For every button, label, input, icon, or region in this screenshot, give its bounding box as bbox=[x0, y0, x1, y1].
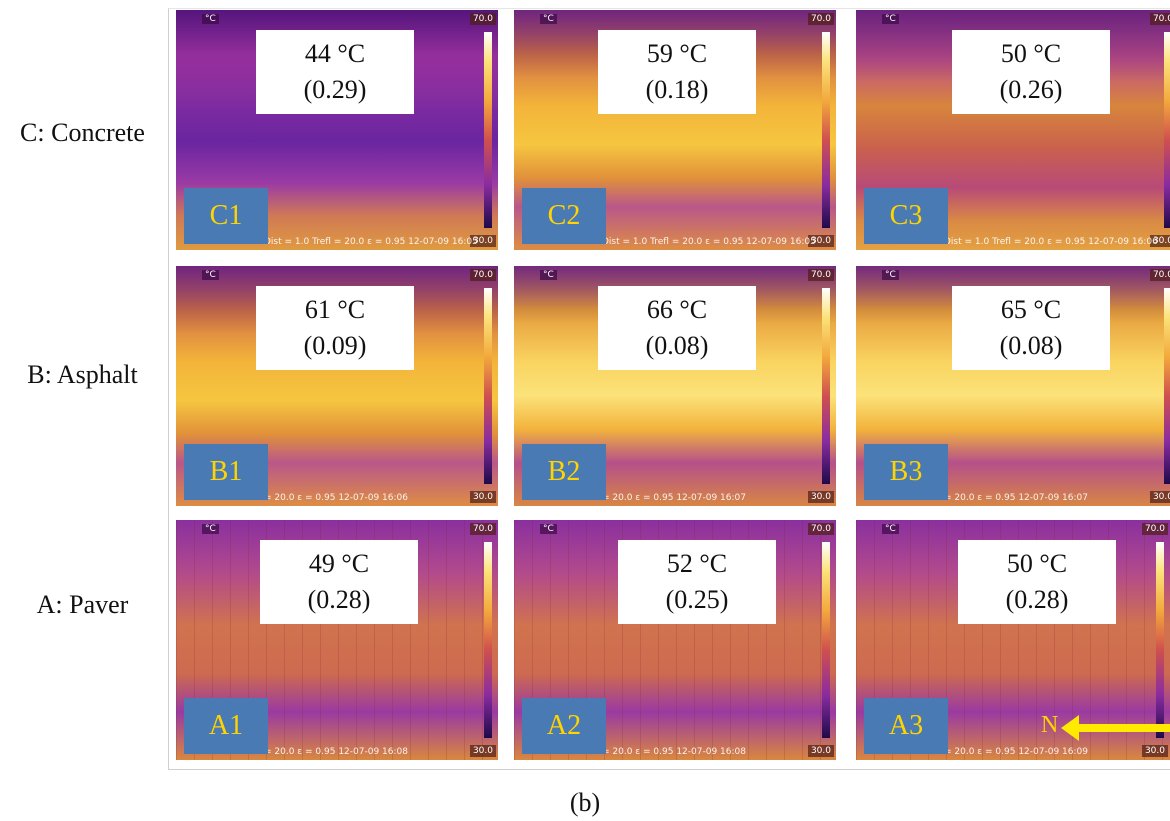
ratio-value: (0.08) bbox=[999, 331, 1063, 360]
scale-max: 70.0 bbox=[469, 523, 496, 535]
row-label-paver: A: Paver bbox=[36, 590, 129, 619]
temperature-label: 59 °C (0.18) bbox=[598, 30, 756, 114]
arrow-head bbox=[1061, 715, 1079, 741]
surface-temperature: 44 °C bbox=[304, 39, 366, 68]
unit-tag: °C bbox=[202, 524, 219, 534]
temperature-label: 49 °C (0.28) bbox=[260, 540, 418, 624]
surface-temperature: 61 °C bbox=[304, 295, 366, 324]
row-label-asphalt: B: Asphalt bbox=[27, 360, 138, 389]
scale-max: 70.0 bbox=[469, 269, 496, 281]
temperature-colorbar bbox=[822, 542, 830, 738]
unit-tag: °C bbox=[202, 14, 219, 24]
figure-caption: (b) bbox=[569, 788, 601, 817]
surface-temperature: 52 °C bbox=[666, 549, 728, 578]
scale-min: 30.0 bbox=[469, 235, 496, 247]
row-label-concrete: C: Concrete bbox=[20, 118, 145, 147]
unit-tag: °C bbox=[882, 524, 899, 534]
figure-frame bbox=[168, 8, 1170, 770]
surface-temperature: 49 °C bbox=[308, 549, 370, 578]
camera-readout: Dist = 1.0 Trefl = 20.0 ε = 0.95 12-07-0… bbox=[944, 237, 1158, 247]
unit-tag: °C bbox=[882, 14, 899, 24]
cell-id-badge: B1 bbox=[184, 444, 268, 500]
temperature-label: 50 °C (0.28) bbox=[958, 540, 1116, 624]
temperature-colorbar bbox=[484, 288, 492, 484]
camera-readout: = 20.0 ε = 0.95 12-07-09 16:07 bbox=[944, 493, 1088, 503]
unit-tag: °C bbox=[540, 14, 557, 24]
thermal-image-a1: °C 70.0 30.0 = 20.0 ε = 0.95 12-07-09 16… bbox=[176, 520, 498, 760]
scale-max: 70.0 bbox=[807, 523, 834, 535]
temperature-colorbar bbox=[484, 32, 492, 228]
ratio-value: (0.28) bbox=[307, 585, 371, 614]
scale-min: 30.0 bbox=[469, 491, 496, 503]
unit-tag: °C bbox=[202, 270, 219, 280]
temperature-label: 61 °C (0.09) bbox=[256, 286, 414, 370]
temperature-colorbar bbox=[1164, 32, 1170, 228]
scale-min: 30.0 bbox=[1149, 235, 1170, 247]
surface-temperature: 50 °C bbox=[1006, 549, 1068, 578]
cell-id-badge: B3 bbox=[864, 444, 948, 500]
surface-temperature: 65 °C bbox=[1000, 295, 1062, 324]
ratio-value: (0.08) bbox=[645, 331, 709, 360]
thermal-image-c3: °C 70.0 30.0 Dist = 1.0 Trefl = 20.0 ε =… bbox=[856, 10, 1170, 250]
temperature-label: 52 °C (0.25) bbox=[618, 540, 776, 624]
camera-readout: = 20.0 ε = 0.95 12-07-09 16:08 bbox=[264, 747, 408, 757]
cell-id-badge: B2 bbox=[522, 444, 606, 500]
camera-readout: Dist = 1.0 Trefl = 20.0 ε = 0.95 12-07-0… bbox=[602, 237, 816, 247]
thermal-image-a3: °C 70.0 30.0 = 20.0 ε = 0.95 12-07-09 16… bbox=[856, 520, 1170, 760]
thermal-image-c2: °C 70.0 30.0 Dist = 1.0 Trefl = 20.0 ε =… bbox=[514, 10, 836, 250]
scale-min: 30.0 bbox=[1149, 491, 1170, 503]
camera-readout: Dist = 1.0 Trefl = 20.0 ε = 0.95 12-07-0… bbox=[264, 237, 478, 247]
temperature-colorbar bbox=[822, 288, 830, 484]
scale-max: 70.0 bbox=[1149, 269, 1170, 281]
thermal-image-a2: °C 70.0 30.0 = 20.0 ε = 0.95 12-07-09 16… bbox=[514, 520, 836, 760]
scale-min: 30.0 bbox=[807, 235, 834, 247]
temperature-label: 44 °C (0.29) bbox=[256, 30, 414, 114]
scale-min: 30.0 bbox=[1141, 745, 1168, 757]
surface-temperature: 66 °C bbox=[646, 295, 708, 324]
surface-temperature: 59 °C bbox=[646, 39, 708, 68]
cell-id-badge: A2 bbox=[522, 698, 606, 754]
temperature-colorbar bbox=[484, 542, 492, 738]
ratio-value: (0.09) bbox=[303, 331, 367, 360]
ratio-value: (0.25) bbox=[665, 585, 729, 614]
temperature-colorbar bbox=[822, 32, 830, 228]
temperature-colorbar bbox=[1164, 288, 1170, 484]
scale-max: 70.0 bbox=[807, 13, 834, 25]
thermal-image-b1: °C 70.0 30.0 = 20.0 ε = 0.95 12-07-09 16… bbox=[176, 266, 498, 506]
temperature-label: 50 °C (0.26) bbox=[952, 30, 1110, 114]
scale-max: 70.0 bbox=[1149, 13, 1170, 25]
ratio-value: (0.29) bbox=[303, 75, 367, 104]
scale-min: 30.0 bbox=[807, 745, 834, 757]
camera-readout: = 20.0 ε = 0.95 12-07-09 16:07 bbox=[602, 493, 746, 503]
unit-tag: °C bbox=[540, 270, 557, 280]
scale-max: 70.0 bbox=[807, 269, 834, 281]
scale-min: 30.0 bbox=[469, 745, 496, 757]
ratio-value: (0.28) bbox=[1005, 585, 1069, 614]
unit-tag: °C bbox=[882, 270, 899, 280]
cell-id-badge: C3 bbox=[864, 188, 948, 244]
scale-max: 70.0 bbox=[469, 13, 496, 25]
temperature-label: 66 °C (0.08) bbox=[598, 286, 756, 370]
ratio-value: (0.26) bbox=[999, 75, 1063, 104]
thermal-image-b2: °C 70.0 30.0 = 20.0 ε = 0.95 12-07-09 16… bbox=[514, 266, 836, 506]
camera-readout: = 20.0 ε = 0.95 12-07-09 16:06 bbox=[264, 493, 408, 503]
cell-id-badge: A3 bbox=[864, 698, 948, 754]
cell-id-badge: C1 bbox=[184, 188, 268, 244]
thermal-image-b3: °C 70.0 30.0 = 20.0 ε = 0.95 12-07-09 16… bbox=[856, 266, 1170, 506]
camera-readout: = 20.0 ε = 0.95 12-07-09 16:09 bbox=[944, 747, 1088, 757]
camera-readout: = 20.0 ε = 0.95 12-07-09 16:08 bbox=[602, 747, 746, 757]
temperature-colorbar bbox=[1156, 542, 1164, 738]
scale-min: 30.0 bbox=[807, 491, 834, 503]
north-arrow-icon: N bbox=[1041, 712, 1170, 741]
arrow-shaft bbox=[1077, 724, 1170, 732]
scale-max: 70.0 bbox=[1141, 523, 1168, 535]
unit-tag: °C bbox=[540, 524, 557, 534]
cell-id-badge: A1 bbox=[184, 698, 268, 754]
temperature-label: 65 °C (0.08) bbox=[952, 286, 1110, 370]
thermal-image-c1: °C 70.0 30.0 Dist = 1.0 Trefl = 20.0 ε =… bbox=[176, 10, 498, 250]
ratio-value: (0.18) bbox=[645, 75, 709, 104]
cell-id-badge: C2 bbox=[522, 188, 606, 244]
north-label: N bbox=[1041, 712, 1059, 738]
surface-temperature: 50 °C bbox=[1000, 39, 1062, 68]
